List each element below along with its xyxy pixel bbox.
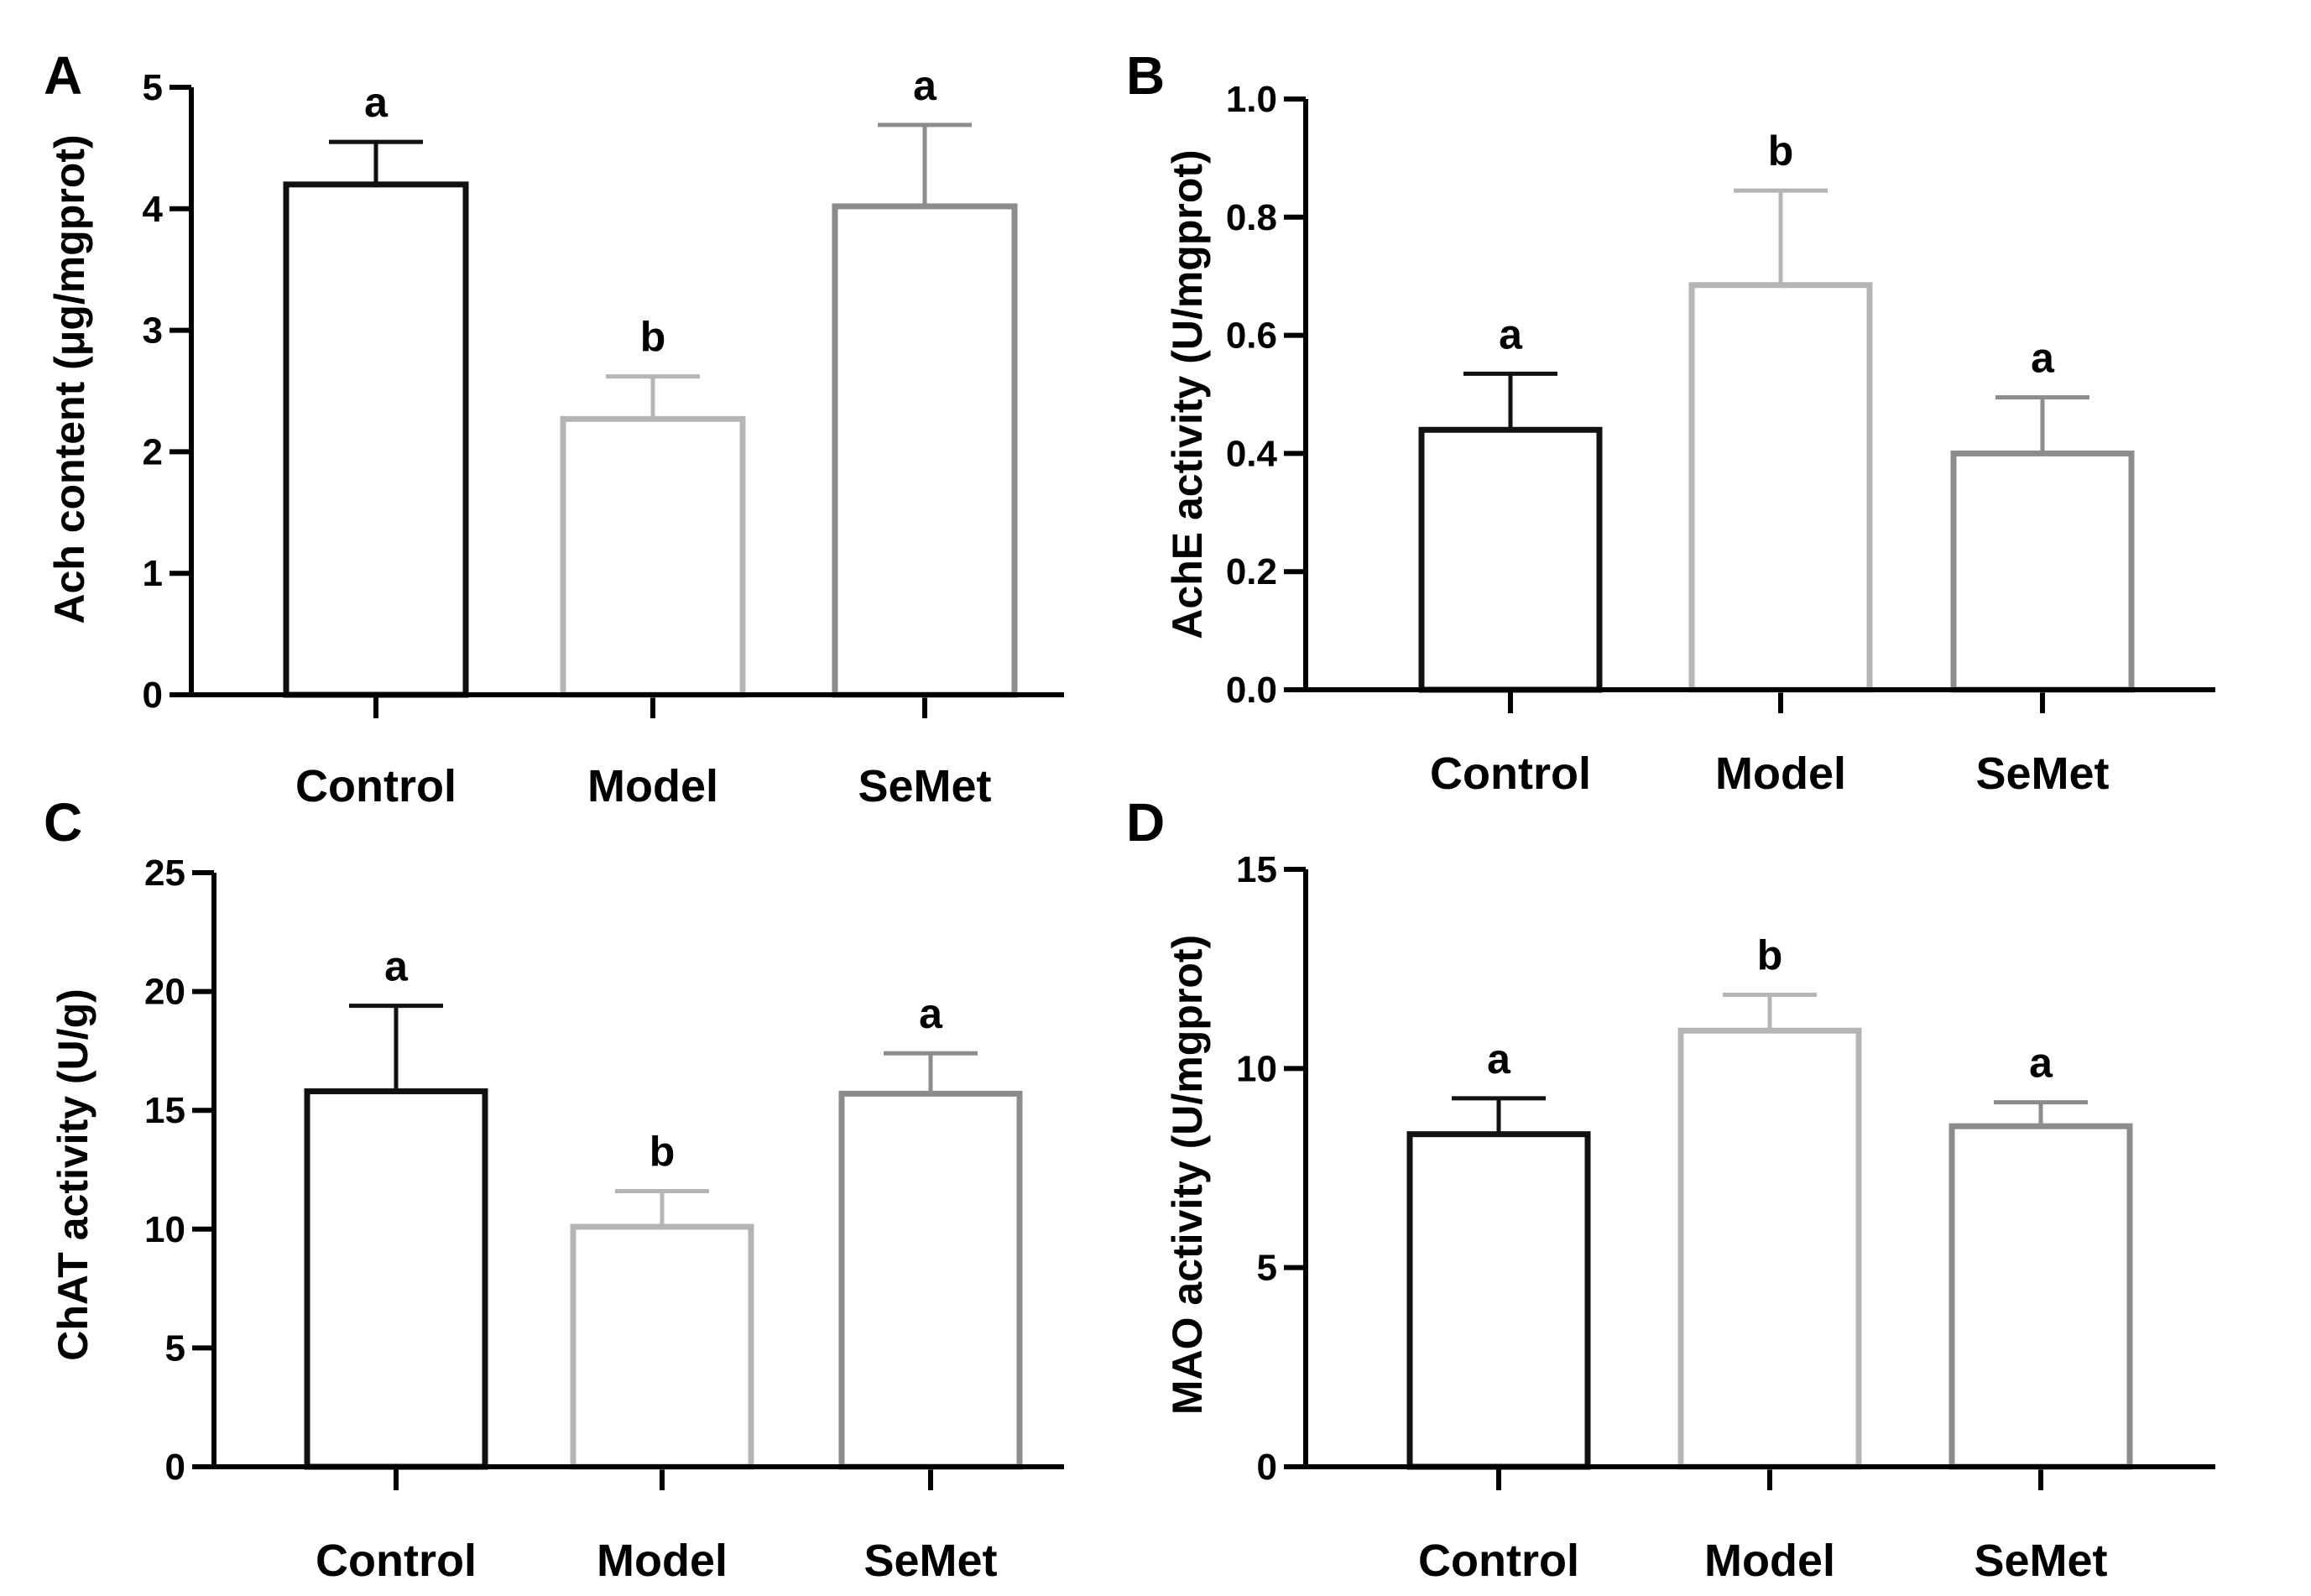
bar-model <box>1677 1027 1862 1470</box>
panel-letter-b: B <box>1126 45 1165 106</box>
y-tick-label: 2 <box>143 431 163 472</box>
panel-letter-a: A <box>44 45 82 106</box>
bars-d: a Control b Model a SeMet <box>1406 932 2133 1586</box>
category-label-model: Model <box>597 1536 728 1586</box>
significance-label: a <box>2031 335 2055 382</box>
panel-a: A Ach content (μg/mgprot) 0 1 2 3 4 5 a Contro… <box>44 45 1064 811</box>
y-tick-label: 1 <box>143 553 163 594</box>
bar-control <box>304 1088 488 1470</box>
category-label-semet: SeMet <box>858 761 991 811</box>
bar-semet <box>1950 450 2135 693</box>
significance-label: b <box>649 1128 676 1175</box>
category-label-semet: SeMet <box>1975 748 2109 799</box>
bars-b: a Control b Model a SeMet <box>1418 128 2135 799</box>
bar-semet <box>832 203 1018 698</box>
category-label-model: Model <box>1715 748 1846 799</box>
y-ticks-c: 0 5 10 15 20 25 <box>144 853 214 1488</box>
bar-model <box>1688 282 1873 693</box>
bars-a: a Control b Model a SeMet <box>283 62 1018 811</box>
y-axis-title-b: AchE activity (U/mgprot) <box>1164 149 1211 639</box>
y-tick-label: 1.0 <box>1226 79 1277 120</box>
significance-label: a <box>1487 1035 1511 1082</box>
category-label-control: Control <box>295 761 456 811</box>
significance-label: a <box>919 990 943 1037</box>
y-tick-label: 0 <box>1257 1447 1277 1488</box>
y-tick-label: 0.8 <box>1226 197 1277 238</box>
bar-model <box>570 1223 754 1470</box>
y-tick-label: 0.4 <box>1226 433 1278 474</box>
y-tick-label: 10 <box>144 1209 185 1250</box>
y-tick-label: 5 <box>165 1327 185 1369</box>
y-tick-label: 0.0 <box>1226 670 1277 711</box>
category-label-control: Control <box>316 1536 477 1586</box>
y-ticks-d: 0 5 10 15 <box>1236 849 1306 1488</box>
y-tick-label: 3 <box>143 310 163 352</box>
bar-model <box>560 415 746 698</box>
panel-c: C ChAT activity (U/g) 0 5 10 15 20 25 a Contro… <box>44 792 1064 1586</box>
bar-control <box>1406 1131 1591 1470</box>
y-axis-title-a: Ach content (μg/mgprot) <box>46 134 93 623</box>
y-tick-label: 15 <box>1236 849 1277 890</box>
y-tick-label: 0 <box>165 1447 185 1488</box>
bars-c: a Control b Model a SeMet <box>304 943 1023 1586</box>
y-axis-title-d: MAO activity (U/mgprot) <box>1164 935 1211 1415</box>
y-axis-title-c: ChAT activity (U/g) <box>50 988 97 1361</box>
panel-d: D MAO activity (U/mgprot) 0 5 10 15 a Contro… <box>1126 792 2215 1586</box>
category-label-control: Control <box>1430 748 1591 799</box>
panel-b: B AchE activity (U/mgprot) 0.00.20.40.60… <box>1126 45 2215 799</box>
y-tick-label: 0.2 <box>1226 551 1277 592</box>
y-tick-label: 15 <box>144 1090 185 1131</box>
panel-letter-c: C <box>44 792 82 853</box>
significance-label: a <box>913 62 937 109</box>
significance-label: b <box>640 314 666 361</box>
bar-semet <box>838 1090 1023 1470</box>
category-label-semet: SeMet <box>863 1536 997 1586</box>
significance-label: a <box>1499 310 1523 357</box>
significance-label: b <box>1757 932 1783 979</box>
panel-letter-d: D <box>1126 792 1165 853</box>
significance-label: b <box>1768 128 1794 175</box>
category-label-model: Model <box>587 761 718 811</box>
y-tick-label: 25 <box>144 853 185 894</box>
category-label-control: Control <box>1418 1536 1579 1586</box>
y-tick-label: 5 <box>143 67 163 108</box>
significance-label: a <box>384 943 409 990</box>
y-tick-label: 5 <box>1257 1248 1277 1289</box>
bar-control <box>1418 426 1603 693</box>
bar-control <box>283 181 469 698</box>
y-tick-label: 20 <box>144 972 185 1013</box>
y-tick-label: 4 <box>143 189 164 230</box>
y-tick-label: 0 <box>143 675 163 716</box>
significance-label: a <box>2029 1040 2053 1087</box>
category-label-semet: SeMet <box>1974 1536 2107 1586</box>
y-ticks-b: 0.0 0.2 0.4 0.6 0.8 1.0 <box>1226 79 1306 711</box>
y-ticks-a: 0 1 2 3 4 5 <box>143 67 191 716</box>
y-tick-label: 0.6 <box>1226 316 1277 357</box>
bar-semet <box>1948 1123 2133 1470</box>
y-tick-label: 10 <box>1236 1048 1277 1089</box>
category-label-model: Model <box>1704 1536 1835 1586</box>
significance-label: a <box>364 79 389 126</box>
